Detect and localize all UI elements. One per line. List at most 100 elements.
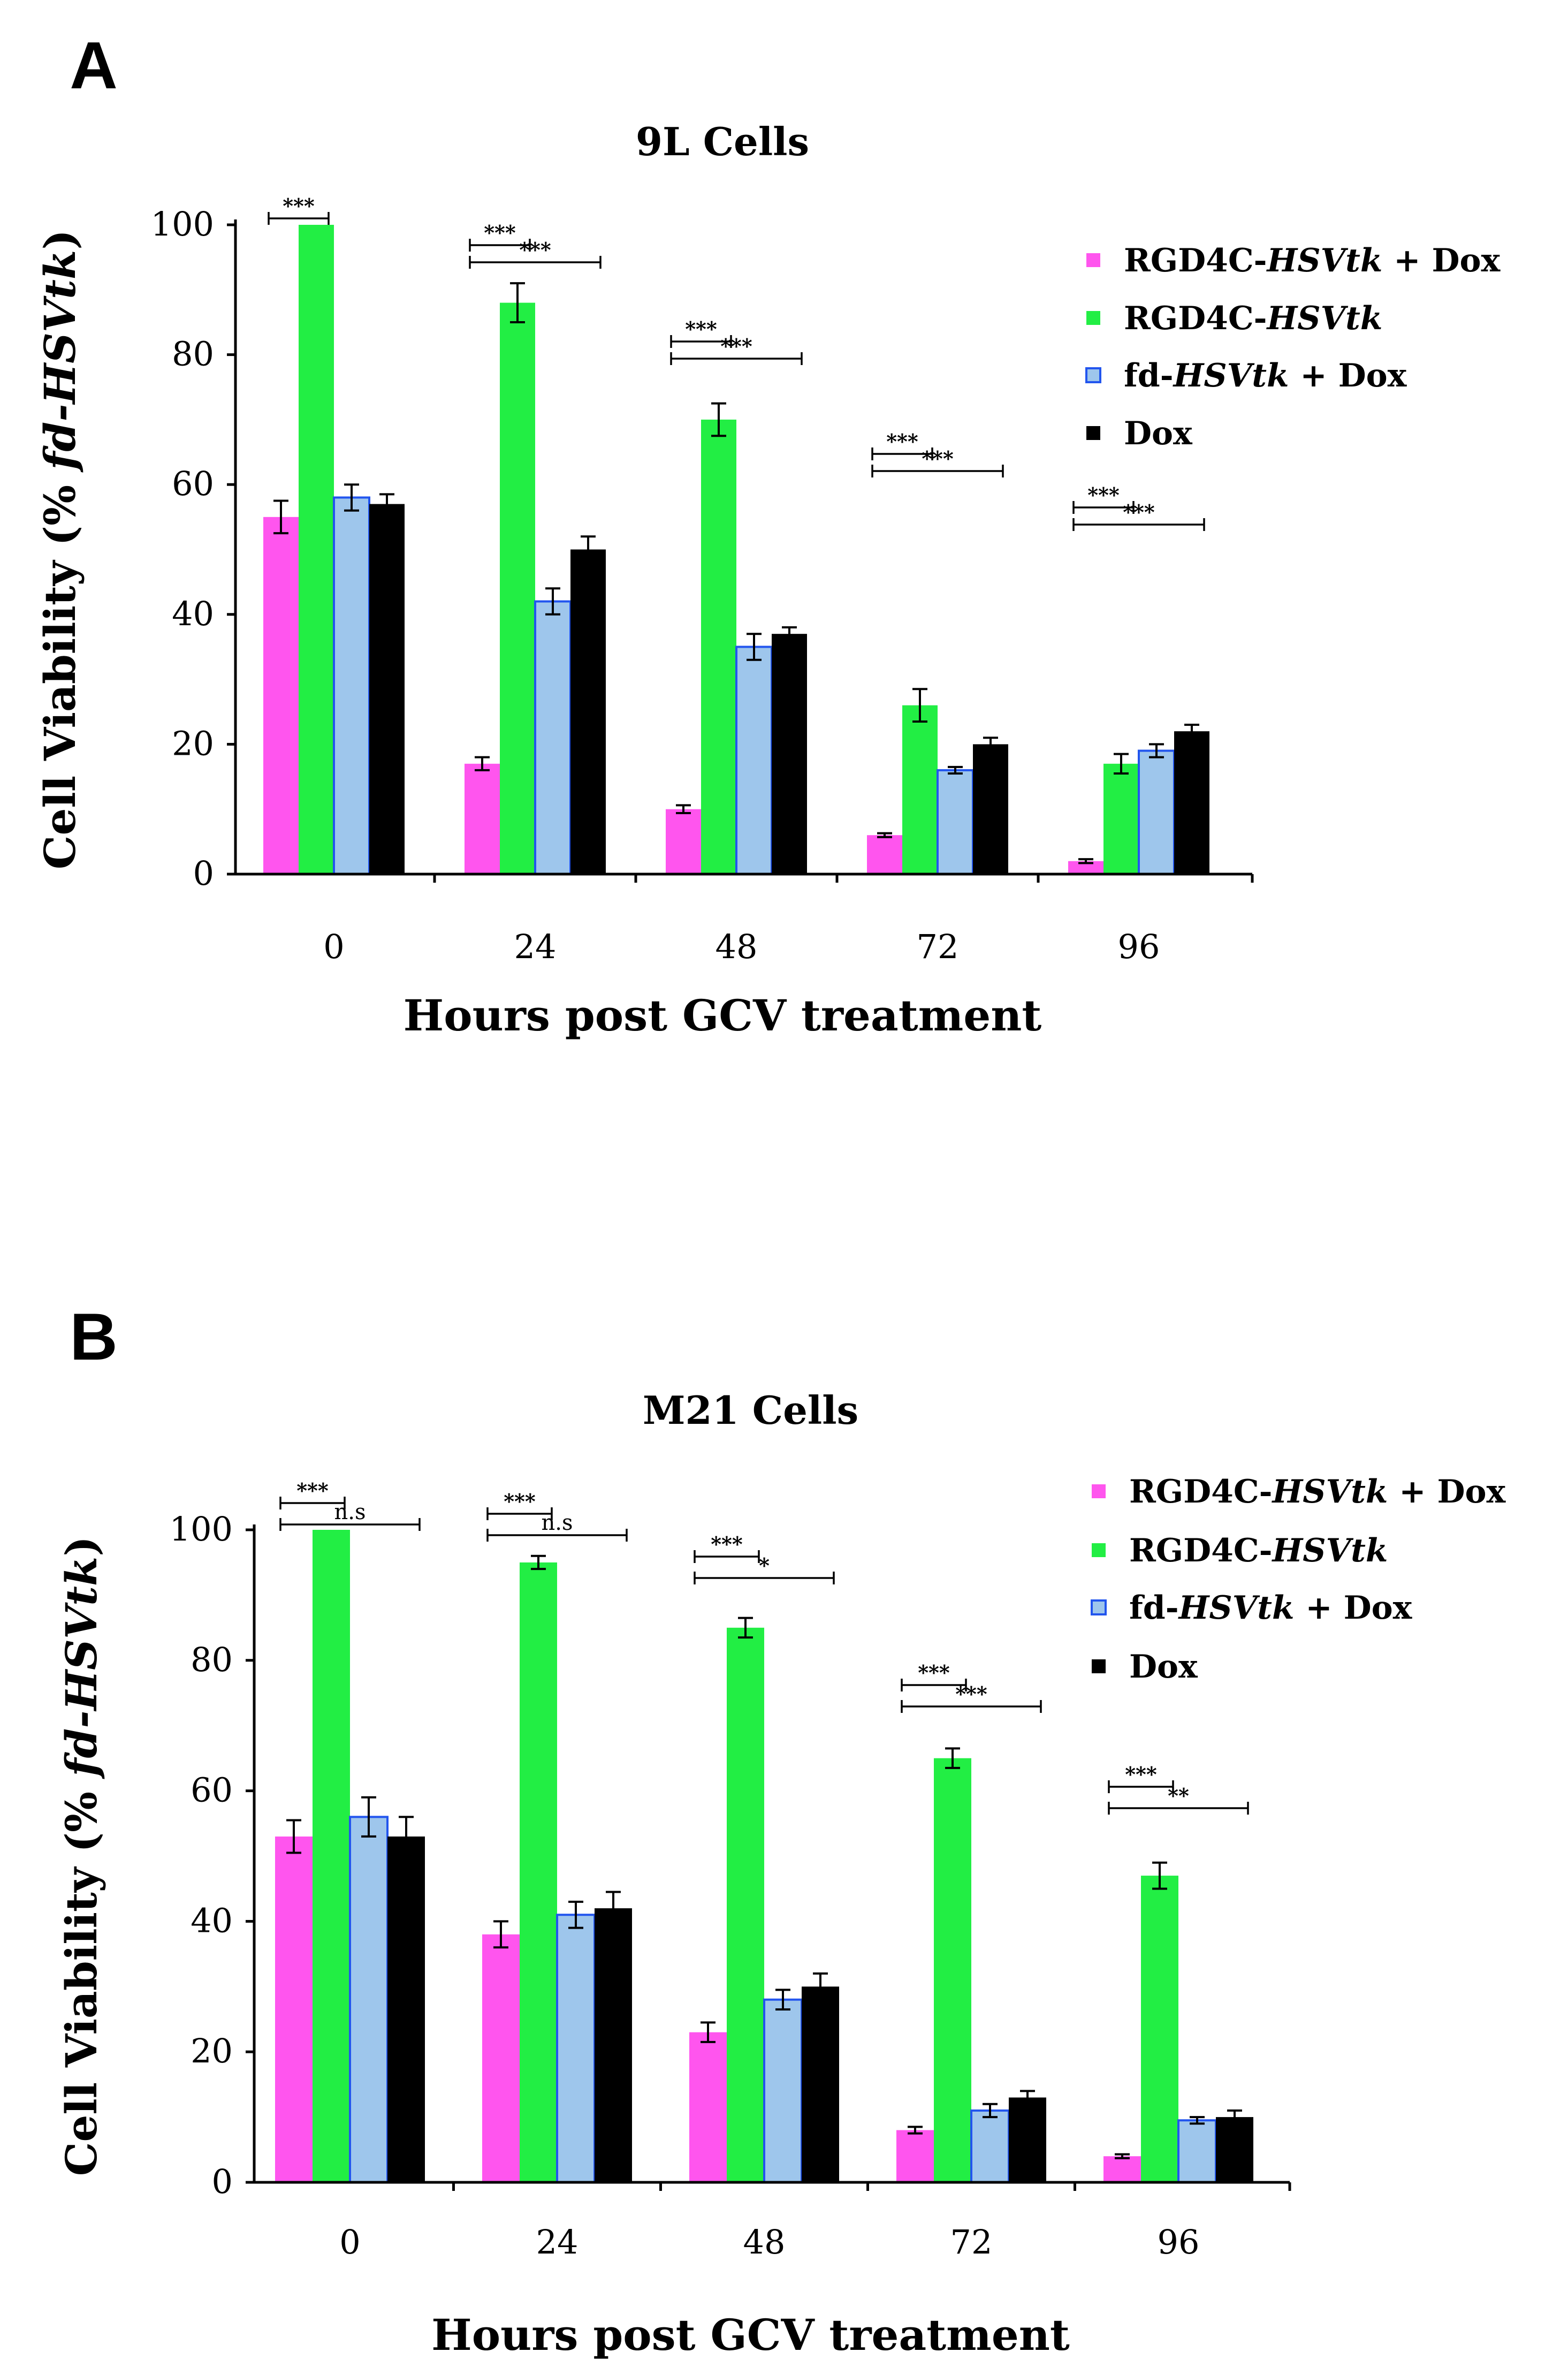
bar [520,1562,557,2182]
significance-bracket [694,1550,760,1563]
panel-letter: A [70,29,118,103]
y-tick-label: 80 [172,335,214,374]
text-run: + Dox [1295,1589,1413,1627]
significance-bracket [469,256,602,269]
bar [534,600,572,876]
significance-label: *** [886,429,918,453]
legend-label: RGD4C-HSVtk [1129,1532,1388,1569]
bar [595,1908,632,2182]
significance-bracket [279,1518,421,1531]
bar [556,1914,596,2183]
bar [465,763,500,874]
y-tick-label: 0 [193,854,214,893]
bar [934,1758,971,2182]
bar [387,1836,425,2182]
y-axis-label: Cell Viability (% fd-HSVtk) [56,1536,106,2176]
significance-label: ** [1168,1784,1189,1808]
legend-label: Dox [1129,1648,1198,1686]
significance-label: *** [296,1478,329,1503]
y-tick-label: 20 [191,2031,233,2070]
bar [973,744,1008,874]
chart-title: M21 Cells [643,1387,858,1433]
significance-bracket [268,212,330,225]
y-tick-label: 60 [172,464,214,503]
legend-label: fd-HSVtk + Dox [1129,1589,1413,1627]
text-run: ) [35,230,85,250]
text-run: fd-HSVtk [56,1557,106,1779]
text-run: fd- [1124,357,1174,394]
bar [500,302,535,874]
significance-label: *** [519,238,551,262]
text-run: Cell Viability (% [56,1777,106,2176]
y-tick-label: 60 [191,1771,233,1810]
chart-panel-a: A 9L Cells 0 20 40 60 80 100 0 24 48 72 96 Hours post… [35,29,1501,1041]
bar [689,2032,727,2182]
text-run: Dox [1129,1648,1198,1686]
bar [1138,749,1175,876]
bar [763,1998,803,2183]
bar [867,835,902,874]
text-run: Dox [1124,415,1193,452]
bar [937,769,974,876]
significance-bracket [279,1497,346,1509]
text-run: + Dox [1289,357,1407,394]
significance-label: *** [1125,1762,1157,1786]
text-run: HSVtk [1173,357,1289,394]
significance-bracket [486,1507,553,1520]
significance-bracket [871,447,933,460]
bar [802,1986,839,2182]
significance-bracket [871,465,1004,477]
significance-bracket [670,352,803,365]
legend-swatch [1092,1543,1106,1557]
chart-panel-b: B M21 Cells 0 20 40 60 80 100 0 24 48 72 96 Hours pos… [56,1300,1506,2360]
bar [275,1836,313,2182]
bar [896,2130,934,2182]
text-run: fd-HSVtk [35,250,85,473]
significance-bracket [694,1572,835,1584]
x-tick-label: 48 [716,927,758,966]
legend-swatch [1086,253,1100,267]
x-tick-label: 96 [1158,2222,1200,2262]
significance-bracket [1108,1802,1249,1815]
x-tick-label: 48 [743,2222,786,2262]
significance-label: *** [484,221,516,245]
significance-bracket [670,335,732,348]
y-tick-label: 100 [170,1509,233,1549]
bar [701,419,736,874]
y-tick-label: 40 [172,594,214,633]
legend-label: Dox [1124,415,1193,452]
significance-label: *** [955,1682,987,1706]
significance-bracket [901,1679,967,1691]
bar [727,1627,764,2182]
legend-swatch [1092,1484,1106,1498]
text-run: HSVtk [1266,242,1383,279]
x-tick-label: 72 [917,927,959,966]
bar [666,809,701,874]
text-run: + Dox [1388,1473,1506,1511]
significance-bracket [486,1529,628,1542]
bar [735,646,773,875]
text-run: HSVtk [1266,300,1383,337]
legend-swatch [1086,426,1100,440]
text-run: fd- [1129,1589,1179,1627]
x-tick-label: 0 [339,2222,360,2262]
significance-label: *** [720,334,752,358]
significance-label: *** [283,194,315,218]
significance-label: *** [1087,483,1120,507]
legend-label: RGD4C-HSVtk + Dox [1124,242,1501,279]
panel-letter: B [70,1300,118,1374]
legend-label: fd-HSVtk + Dox [1124,357,1407,394]
text-run: HSVtk [1272,1532,1388,1569]
text-run: HSVtk [1272,1473,1388,1511]
bar [1177,2119,1217,2184]
bar [772,634,807,874]
text-run: RGD4C- [1129,1473,1273,1511]
significance-bracket [1108,1780,1174,1793]
y-tick-label: 100 [151,204,214,244]
text-run: RGD4C- [1124,300,1267,337]
text-run: Cell Viability (% [35,470,85,869]
legend-swatch [1086,311,1100,325]
y-axis-label: Cell Viability (% fd-HSVtk) [35,230,85,869]
y-tick-label: 0 [212,2162,233,2201]
